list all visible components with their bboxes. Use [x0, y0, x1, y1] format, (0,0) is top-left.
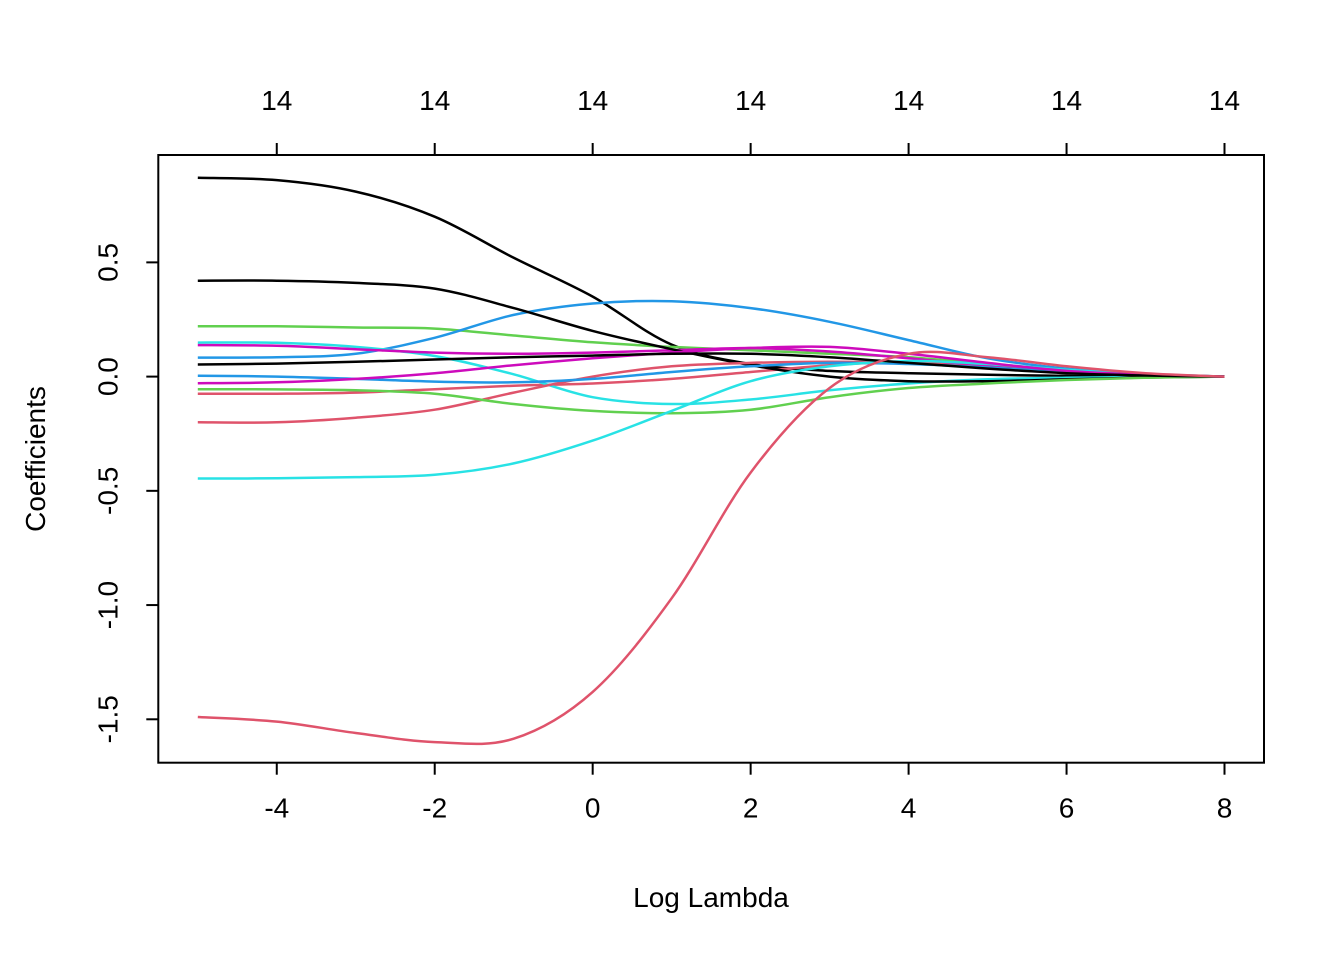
top-axis-nvars-label: 14: [419, 85, 450, 116]
x-axis-tick-label: 4: [901, 793, 917, 824]
series-line-var-9: [197, 375, 1225, 415]
x-axis-tick-label: 2: [743, 793, 759, 824]
x-axis-tick-label: 0: [585, 793, 601, 824]
x-axis-tick-label: 6: [1059, 793, 1075, 824]
top-axis-nvars-label: 14: [1209, 85, 1240, 116]
series-line-var-4: [197, 299, 1225, 378]
y-axis-title: Coefficients: [20, 386, 51, 532]
y-axis-tick-label: -1.5: [93, 695, 124, 743]
plot-box: [157, 154, 1265, 764]
series-line-var-5: [197, 341, 1225, 406]
top-axis-nvars-label: 14: [893, 85, 924, 116]
y-axis-tick-label: -1.0: [93, 581, 124, 629]
x-axis-tick-label: 8: [1217, 793, 1233, 824]
top-axis-nvars-label: 14: [735, 85, 766, 116]
top-axis-nvars-label: 14: [577, 85, 608, 116]
y-axis-tick-label: 0.5: [93, 243, 124, 282]
series-line-var-14: [197, 350, 1225, 746]
x-axis-tick-label: -2: [422, 793, 447, 824]
top-axis-nvars-label: 14: [1051, 85, 1082, 116]
top-axis-nvars-label: 14: [261, 85, 292, 116]
y-axis-tick-label: 0.0: [93, 357, 124, 396]
y-axis-tick-label: -0.5: [93, 467, 124, 515]
x-axis-tick-label: -4: [264, 793, 289, 824]
series-line-var-13: [197, 352, 1225, 378]
x-axis-title: Log Lambda: [633, 882, 789, 913]
series-line-var-12: [197, 345, 1225, 385]
